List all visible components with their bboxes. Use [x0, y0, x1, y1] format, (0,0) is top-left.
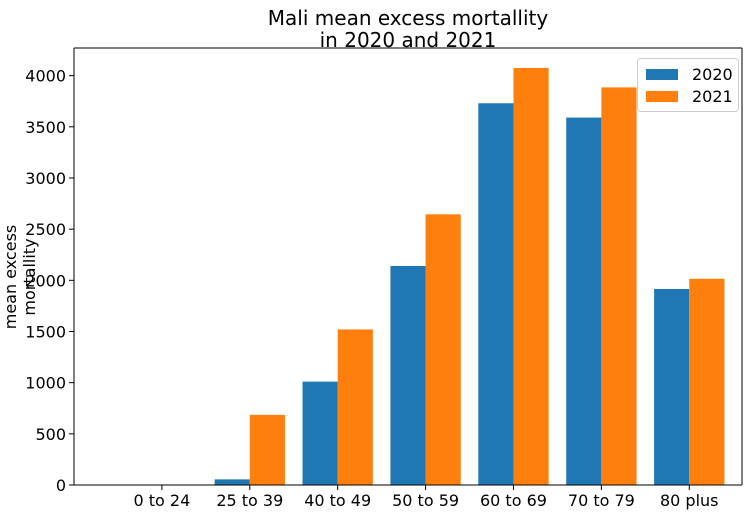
bar-2020-3 [390, 265, 426, 485]
bar-2021-6 [689, 278, 725, 485]
x-tick-label-5: 70 to 79 [568, 491, 635, 510]
bar-2020-1 [214, 479, 250, 485]
legend-label-2021: 2021 [692, 86, 733, 106]
legend-swatch-2020 [646, 68, 678, 80]
legend-label-2020: 2020 [692, 64, 733, 84]
y-tick-label-3500: 3500 [25, 118, 66, 137]
x-tick-label-2: 40 to 49 [304, 491, 371, 510]
bar-2020-2 [302, 381, 338, 485]
y-tick-label-1000: 1000 [25, 374, 66, 393]
legend-item-2021: 2021 [646, 86, 733, 106]
x-tick-label-4: 60 to 69 [480, 491, 547, 510]
y-tick-label-3000: 3000 [25, 169, 66, 188]
chart-title-line-1: Mali mean excess mortallity [267, 6, 549, 30]
bar-2020-6 [654, 289, 690, 485]
x-tick-label-1: 25 to 39 [216, 491, 283, 510]
bar-2021-2 [337, 329, 373, 485]
legend-item-2020: 2020 [646, 64, 733, 84]
y-tick-label-500: 500 [35, 425, 66, 444]
legend: 2020 2021 [637, 58, 739, 112]
y-tick-label-1500: 1500 [25, 322, 66, 341]
x-tick-label-3: 50 to 59 [392, 491, 459, 510]
bar-2021-1 [249, 414, 285, 485]
legend-swatch-2021 [646, 90, 678, 102]
bar-2021-5 [601, 87, 637, 485]
y-tick-label-0: 0 [56, 476, 66, 495]
bar-2021-3 [425, 214, 461, 486]
x-tick-label-6: 80 plus [660, 491, 719, 510]
y-tick-label-2000: 2000 [25, 271, 66, 290]
y-tick-label-2500: 2500 [25, 220, 66, 239]
bar-2021-4 [513, 67, 549, 486]
x-tick-label-0: 0 to 24 [134, 491, 191, 510]
bar-2020-4 [478, 103, 514, 485]
bar-2020-5 [566, 117, 602, 486]
y-tick-label-4000: 4000 [25, 67, 66, 86]
